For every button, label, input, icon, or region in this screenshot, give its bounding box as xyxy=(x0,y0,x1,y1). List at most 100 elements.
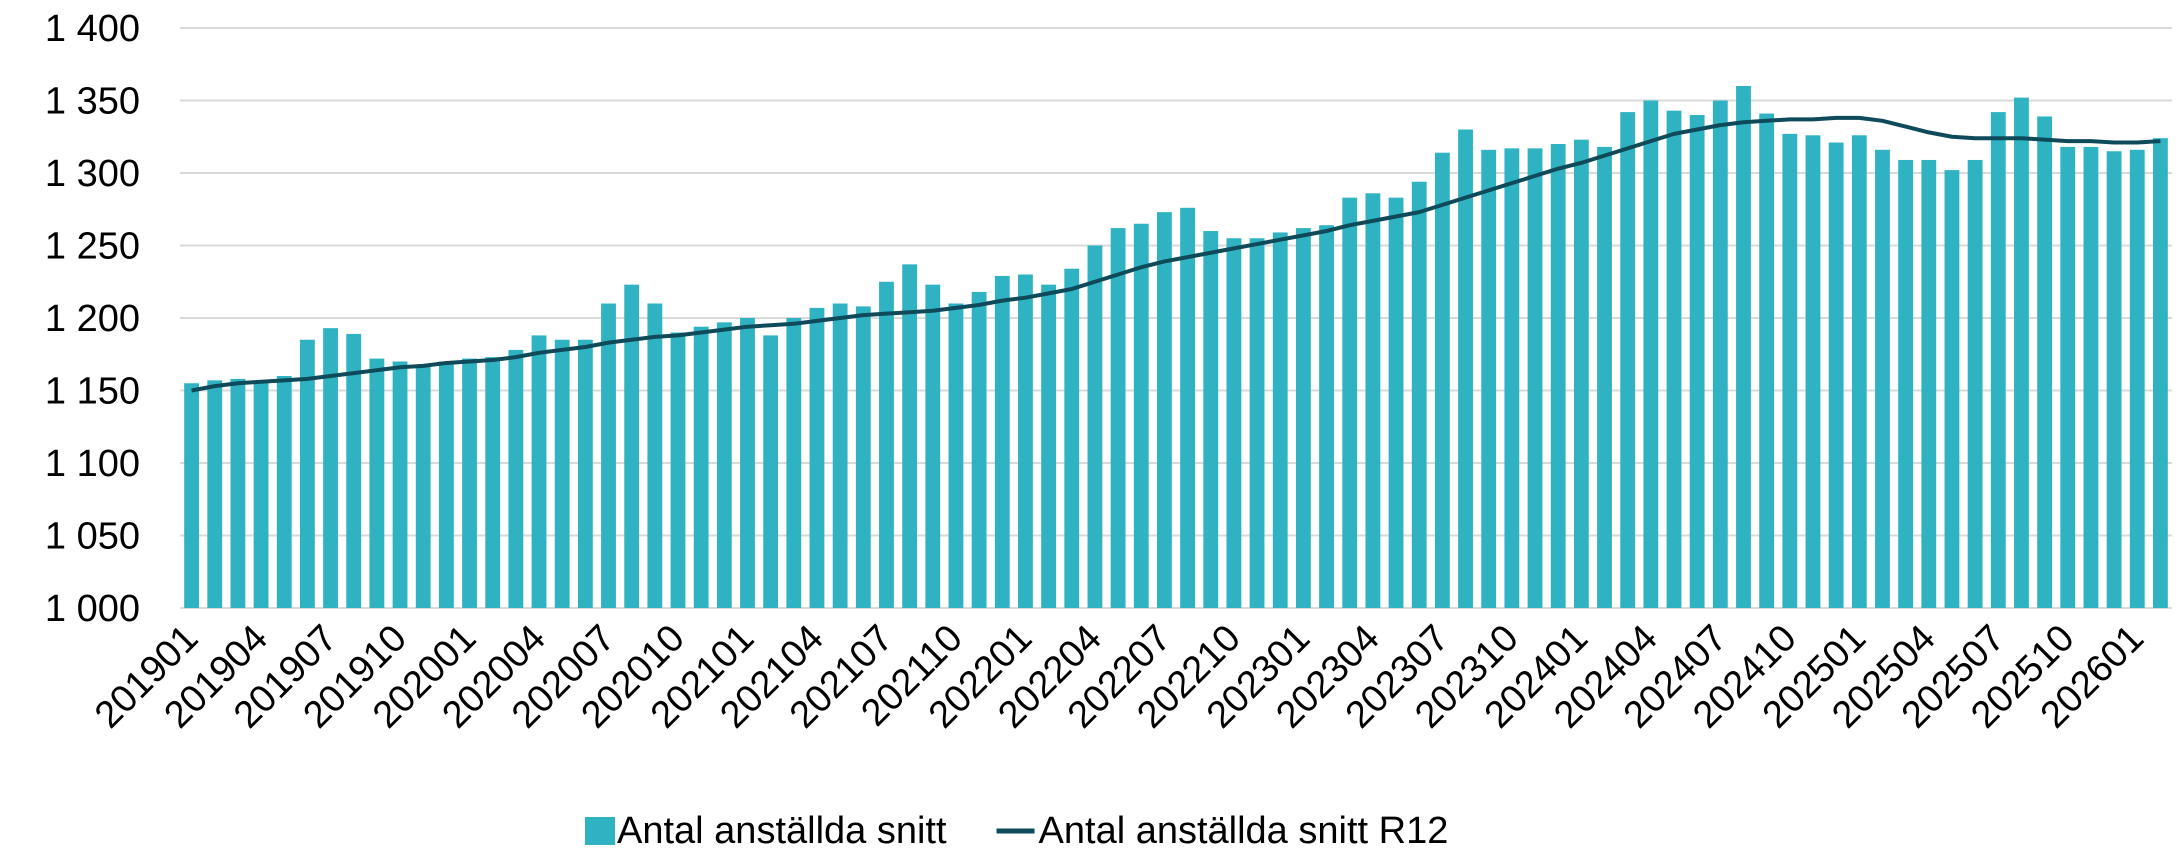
bar xyxy=(624,284,640,608)
bar xyxy=(462,358,477,608)
bar xyxy=(485,357,501,608)
bar xyxy=(925,284,941,608)
y-tick-label: 1 400 xyxy=(45,8,140,50)
bar xyxy=(2129,149,2145,609)
y-tick-label: 1 300 xyxy=(45,153,140,195)
bar xyxy=(1620,112,1636,608)
bar xyxy=(2060,146,2076,608)
bar xyxy=(1064,268,1080,608)
bar xyxy=(948,303,964,608)
bar xyxy=(184,383,199,608)
bar xyxy=(2153,138,2168,608)
bar xyxy=(1018,274,1033,608)
bar xyxy=(276,376,292,608)
bar xyxy=(1550,144,1566,608)
bar xyxy=(1226,238,1242,608)
bar xyxy=(1481,149,1497,609)
bar xyxy=(1759,113,1775,609)
bar xyxy=(1666,110,1682,609)
bar xyxy=(1249,238,1265,608)
bar xyxy=(2106,151,2122,608)
bar xyxy=(670,332,686,608)
bar xyxy=(253,381,269,608)
bar xyxy=(1388,197,1404,608)
bar xyxy=(438,361,454,608)
bar xyxy=(832,303,848,608)
bar xyxy=(299,339,315,608)
bar xyxy=(1597,146,1612,608)
bar xyxy=(763,335,779,608)
y-tick-label: 1 100 xyxy=(45,443,140,485)
bar xyxy=(577,339,593,608)
bar xyxy=(1967,159,1983,608)
bar xyxy=(1712,100,1728,608)
bar xyxy=(1458,129,1473,608)
bar xyxy=(1110,228,1126,608)
bar xyxy=(508,349,524,608)
bar xyxy=(323,328,338,608)
bar xyxy=(1689,115,1705,608)
bar xyxy=(1990,112,2006,608)
bar xyxy=(786,318,802,608)
bar xyxy=(1736,86,1751,608)
bar xyxy=(1782,133,1798,608)
bar xyxy=(531,335,547,608)
bar xyxy=(207,380,223,608)
bar xyxy=(1527,148,1543,608)
bar xyxy=(693,326,709,608)
bar xyxy=(601,303,616,608)
bar xyxy=(740,318,755,608)
y-tick-label: 1 200 xyxy=(45,298,140,340)
bar xyxy=(346,333,362,608)
bar xyxy=(1898,159,1914,608)
bar xyxy=(1875,149,1890,609)
bar xyxy=(902,264,918,608)
bar xyxy=(1944,170,1960,608)
bar xyxy=(392,361,408,608)
bar xyxy=(1295,228,1311,608)
bar xyxy=(1041,284,1057,608)
bar xyxy=(1851,135,1867,609)
bar xyxy=(1087,245,1103,608)
bar xyxy=(230,378,246,608)
bar xyxy=(1319,225,1334,608)
bar xyxy=(1342,197,1358,608)
bar xyxy=(647,303,663,608)
bar xyxy=(855,306,871,608)
bar xyxy=(1180,207,1195,609)
bar xyxy=(554,339,570,608)
bar xyxy=(415,364,431,608)
bar xyxy=(1643,100,1659,608)
bar xyxy=(971,291,987,608)
bar xyxy=(1573,139,1589,608)
bar xyxy=(2037,116,2053,608)
bar xyxy=(1411,181,1427,608)
bar xyxy=(1921,159,1937,608)
bar xyxy=(1133,223,1149,608)
bar xyxy=(1272,232,1288,608)
legend-label: Antal anställda snitt xyxy=(617,810,947,852)
bar xyxy=(879,281,894,608)
bar xyxy=(809,307,825,608)
bar xyxy=(2014,97,2029,608)
y-tick-label: 1 000 xyxy=(45,588,140,630)
bar xyxy=(1203,231,1219,608)
y-tick-label: 1 350 xyxy=(45,81,140,123)
bar xyxy=(1365,193,1381,609)
bar xyxy=(716,322,732,608)
bar xyxy=(369,358,385,608)
bar xyxy=(1828,142,1844,609)
legend-swatch xyxy=(585,817,615,845)
bar xyxy=(1434,152,1450,608)
y-tick-label: 1 050 xyxy=(45,516,140,558)
bar xyxy=(1157,212,1172,608)
bar xyxy=(1805,135,1821,609)
y-tick-label: 1 150 xyxy=(45,371,140,413)
bar xyxy=(1504,148,1520,608)
bar xyxy=(2083,146,2099,608)
legend-label: Antal anställda snitt R12 xyxy=(1039,810,1449,852)
line xyxy=(191,115,2161,393)
y-tick-label: 1 250 xyxy=(45,226,140,268)
bar xyxy=(994,275,1010,608)
